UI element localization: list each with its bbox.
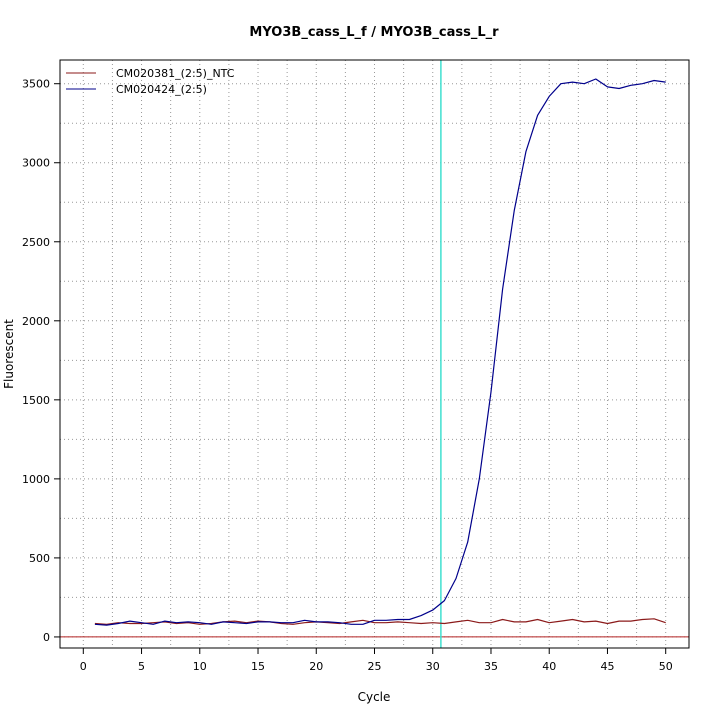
y-tick-label: 2000: [22, 315, 50, 328]
legend-label-sample: CM020424_(2:5): [116, 83, 207, 96]
x-tick-label: 10: [193, 660, 207, 673]
x-tick-label: 20: [309, 660, 323, 673]
y-tick-label: 0: [43, 631, 50, 644]
y-tick-label: 3000: [22, 157, 50, 170]
legend-label-ntc: CM020381_(2:5)_NTC: [116, 67, 235, 80]
series-line-sample: [94, 78, 666, 626]
y-axis-title: Fluorescent: [2, 319, 16, 389]
y-tick-label: 500: [29, 552, 50, 565]
y-axis: 0 500 1000 1500 2000 2500 3000 3500: [22, 78, 60, 644]
series-line-ntc: [94, 618, 666, 625]
x-tick-label: 0: [80, 660, 87, 673]
series-lines: [94, 78, 666, 626]
y-tick-label: 1500: [22, 394, 50, 407]
grid: [60, 60, 689, 648]
x-tick-label: 40: [542, 660, 556, 673]
y-tick-label: 1000: [22, 473, 50, 486]
x-tick-label: 45: [600, 660, 614, 673]
legend: CM020381_(2:5)_NTC CM020424_(2:5): [66, 67, 235, 96]
x-axis: 0 5 10 15 20 25 30 35 40 45 50: [80, 648, 673, 673]
x-axis-title: Cycle: [358, 690, 391, 704]
x-tick-label: 30: [426, 660, 440, 673]
x-tick-label: 50: [659, 660, 673, 673]
x-tick-label: 25: [368, 660, 382, 673]
x-tick-label: 15: [251, 660, 265, 673]
y-tick-label: 2500: [22, 236, 50, 249]
chart-title: MYO3B_cass_L_f / MYO3B_cass_L_r: [249, 25, 499, 40]
x-tick-label: 5: [138, 660, 145, 673]
x-tick-label: 35: [484, 660, 498, 673]
reference-lines: [60, 60, 689, 648]
y-tick-label: 3500: [22, 78, 50, 91]
